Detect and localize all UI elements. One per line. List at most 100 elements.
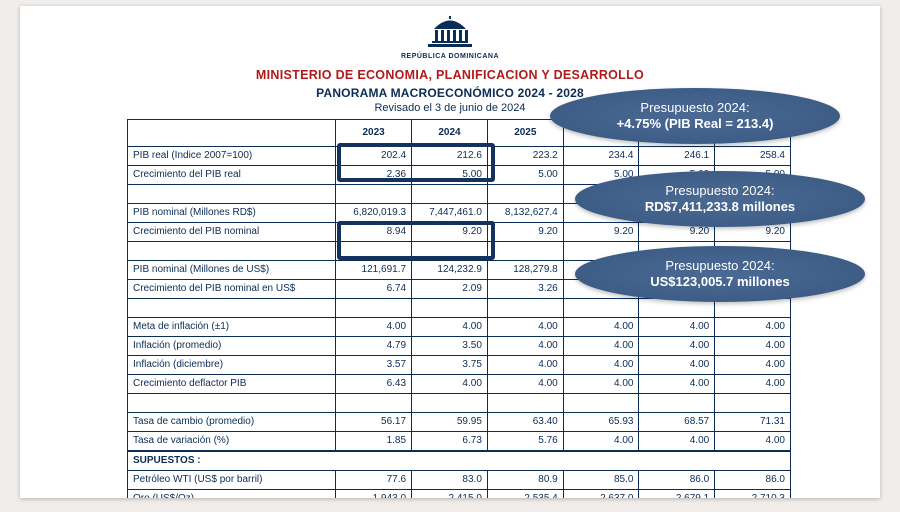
supuestos-header: SUPUESTOS : (128, 451, 791, 471)
cell-value: 77.6 (336, 471, 412, 490)
cell-value: 2,679.1 (639, 490, 715, 499)
cell-value: 4.00 (715, 318, 791, 337)
cell-value (412, 185, 488, 204)
cell-value: 3.75 (412, 356, 488, 375)
cell-value: 4.00 (639, 432, 715, 452)
cell-value: 4.00 (563, 356, 639, 375)
cell-value: 56.17 (336, 413, 412, 432)
cell-value: 223.2 (487, 147, 563, 166)
cell-value: 4.00 (487, 318, 563, 337)
row-label: Crecimiento del PIB nominal (128, 223, 336, 242)
cell-value: 7,447,461.0 (412, 204, 488, 223)
row-label: Crecimiento del PIB real (128, 166, 336, 185)
cell-value: 3.50 (412, 337, 488, 356)
row-label: Tasa de variación (%) (128, 432, 336, 452)
callout-title: Presupuesto 2024: (665, 258, 774, 274)
cell-value: 4.00 (336, 318, 412, 337)
cell-value: 4.00 (715, 375, 791, 394)
cell-value (487, 242, 563, 261)
callout-budget-pib-real: Presupuesto 2024: +4.75% (PIB Real = 213… (550, 88, 840, 144)
cell-value: 2,415.0 (412, 490, 488, 499)
row-label: Petróleo WTI (US$ por barril) (128, 471, 336, 490)
cell-value: 63.40 (487, 413, 563, 432)
callout-budget-usd: Presupuesto 2024: US$123,005.7 millones (575, 246, 865, 302)
cell-value: 4.00 (487, 356, 563, 375)
cell-value: 86.0 (639, 471, 715, 490)
cell-value: 9.20 (487, 223, 563, 242)
cell-value: 6,820,019.3 (336, 204, 412, 223)
callout-value: RD$7,411,233.8 millones (645, 199, 795, 215)
cell-value: 1.85 (336, 432, 412, 452)
row-label (128, 394, 336, 413)
cell-value: 9.20 (563, 223, 639, 242)
cell-value: 4.79 (336, 337, 412, 356)
cell-value: 4.00 (563, 318, 639, 337)
table-row: Tasa de cambio (promedio)56.1759.9563.40… (128, 413, 791, 432)
callout-title: Presupuesto 2024: (665, 183, 774, 199)
cell-value: 4.00 (563, 337, 639, 356)
cell-value: 85.0 (563, 471, 639, 490)
cell-value: 4.00 (715, 337, 791, 356)
table-row: Petróleo WTI (US$ por barril)77.683.080.… (128, 471, 791, 490)
cell-value (412, 299, 488, 318)
row-label: Meta de inflación (±1) (128, 318, 336, 337)
callout-title: Presupuesto 2024: (640, 100, 749, 116)
cell-value: 3.26 (487, 280, 563, 299)
dome-icon (422, 16, 478, 50)
cell-value: 4.00 (412, 318, 488, 337)
table-row: Crecimiento deflactor PIB6.434.004.004.0… (128, 375, 791, 394)
cell-value: 8,132,627.4 (487, 204, 563, 223)
table-row (128, 394, 791, 413)
table-row: Oro (US$/Oz)1,943.02,415.02,535.42,637.0… (128, 490, 791, 499)
cell-value: 121,691.7 (336, 261, 412, 280)
cell-value (639, 394, 715, 413)
row-label: Crecimiento deflactor PIB (128, 375, 336, 394)
row-label: PIB nominal (Millones RD$) (128, 204, 336, 223)
cell-value: 4.00 (487, 337, 563, 356)
cell-value: 6.73 (412, 432, 488, 452)
cell-value (336, 299, 412, 318)
cell-value (336, 394, 412, 413)
cell-value (563, 299, 639, 318)
cell-value: 4.00 (563, 375, 639, 394)
callout-budget-rd: Presupuesto 2024: RD$7,411,233.8 millone… (575, 171, 865, 227)
cell-value: 128,279.8 (487, 261, 563, 280)
cell-value: 1,943.0 (336, 490, 412, 499)
emblem-caption: REPÚBLICA DOMINICANA (401, 53, 499, 60)
cell-value: 4.00 (715, 356, 791, 375)
cell-value: 68.57 (639, 413, 715, 432)
cell-value: 65.93 (563, 413, 639, 432)
cell-value: 4.00 (487, 375, 563, 394)
row-label (128, 299, 336, 318)
cell-value: 2,637.0 (563, 490, 639, 499)
cell-value (336, 185, 412, 204)
supuestos-header-row: SUPUESTOS : (128, 451, 791, 471)
cell-value: 4.00 (639, 375, 715, 394)
cell-value: 258.4 (715, 147, 791, 166)
cell-value: 234.4 (563, 147, 639, 166)
national-emblem: REPÚBLICA DOMINICANA (401, 16, 499, 60)
highlight-box-pib-real (337, 143, 495, 182)
row-label (128, 242, 336, 261)
cell-value (487, 394, 563, 413)
cell-value: 2,710.3 (715, 490, 791, 499)
row-label: PIB nominal (Millones de US$) (128, 261, 336, 280)
table-row: Inflación (promedio)4.793.504.004.004.00… (128, 337, 791, 356)
cell-value: 3.57 (336, 356, 412, 375)
cell-value: 4.00 (412, 375, 488, 394)
row-label: Crecimiento del PIB nominal en US$ (128, 280, 336, 299)
row-label: Tasa de cambio (promedio) (128, 413, 336, 432)
cell-value (412, 394, 488, 413)
callout-value: +4.75% (PIB Real = 213.4) (617, 116, 774, 132)
cell-value (487, 299, 563, 318)
cell-value: 83.0 (412, 471, 488, 490)
cell-value: 4.00 (639, 337, 715, 356)
cell-value: 246.1 (639, 147, 715, 166)
blank-header (128, 120, 336, 147)
table-row: Inflación (diciembre)3.573.754.004.004.0… (128, 356, 791, 375)
cell-value: 4.00 (639, 318, 715, 337)
cell-value: 4.00 (715, 432, 791, 452)
cell-value: 59.95 (412, 413, 488, 432)
cell-value: 2,535.4 (487, 490, 563, 499)
cell-value: 4.00 (639, 356, 715, 375)
